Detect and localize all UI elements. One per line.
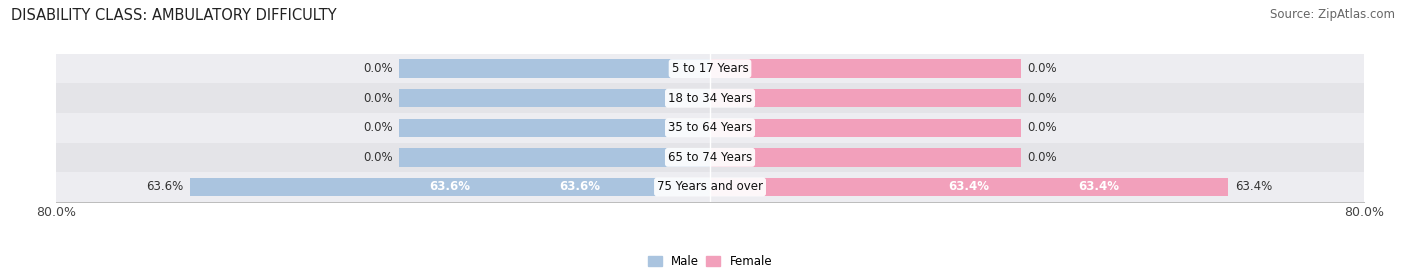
Text: 63.6%: 63.6%: [146, 180, 184, 193]
Text: 5 to 17 Years: 5 to 17 Years: [672, 62, 748, 75]
Text: 65 to 74 Years: 65 to 74 Years: [668, 151, 752, 164]
Text: 0.0%: 0.0%: [363, 121, 392, 134]
Bar: [56, 83, 1364, 113]
Legend: Male, Female: Male, Female: [643, 250, 778, 269]
Bar: [710, 148, 1021, 167]
Text: 63.6%: 63.6%: [430, 180, 471, 193]
Text: 0.0%: 0.0%: [363, 92, 392, 105]
Bar: [56, 172, 1364, 202]
Text: 63.6%: 63.6%: [560, 180, 600, 193]
Bar: [399, 148, 710, 167]
Text: 0.0%: 0.0%: [1028, 92, 1057, 105]
Text: 63.4%: 63.4%: [949, 180, 990, 193]
Text: 35 to 64 Years: 35 to 64 Years: [668, 121, 752, 134]
Bar: [710, 89, 1021, 107]
Text: 0.0%: 0.0%: [363, 151, 392, 164]
Bar: [710, 59, 1021, 78]
Text: 0.0%: 0.0%: [1028, 62, 1057, 75]
Text: 63.4%: 63.4%: [1078, 180, 1119, 193]
Bar: [399, 89, 710, 107]
Bar: [710, 119, 1021, 137]
Text: 18 to 34 Years: 18 to 34 Years: [668, 92, 752, 105]
Bar: [399, 119, 710, 137]
Text: 0.0%: 0.0%: [1028, 121, 1057, 134]
Text: 75 Years and over: 75 Years and over: [657, 180, 763, 193]
Bar: [399, 59, 710, 78]
Bar: [56, 143, 1364, 172]
Text: 0.0%: 0.0%: [363, 62, 392, 75]
Bar: [710, 178, 1229, 196]
Bar: [56, 54, 1364, 83]
Bar: [56, 113, 1364, 143]
Text: 63.4%: 63.4%: [1234, 180, 1272, 193]
Text: DISABILITY CLASS: AMBULATORY DIFFICULTY: DISABILITY CLASS: AMBULATORY DIFFICULTY: [11, 8, 337, 23]
Bar: [190, 178, 710, 196]
Text: Source: ZipAtlas.com: Source: ZipAtlas.com: [1270, 8, 1395, 21]
Text: 0.0%: 0.0%: [1028, 151, 1057, 164]
